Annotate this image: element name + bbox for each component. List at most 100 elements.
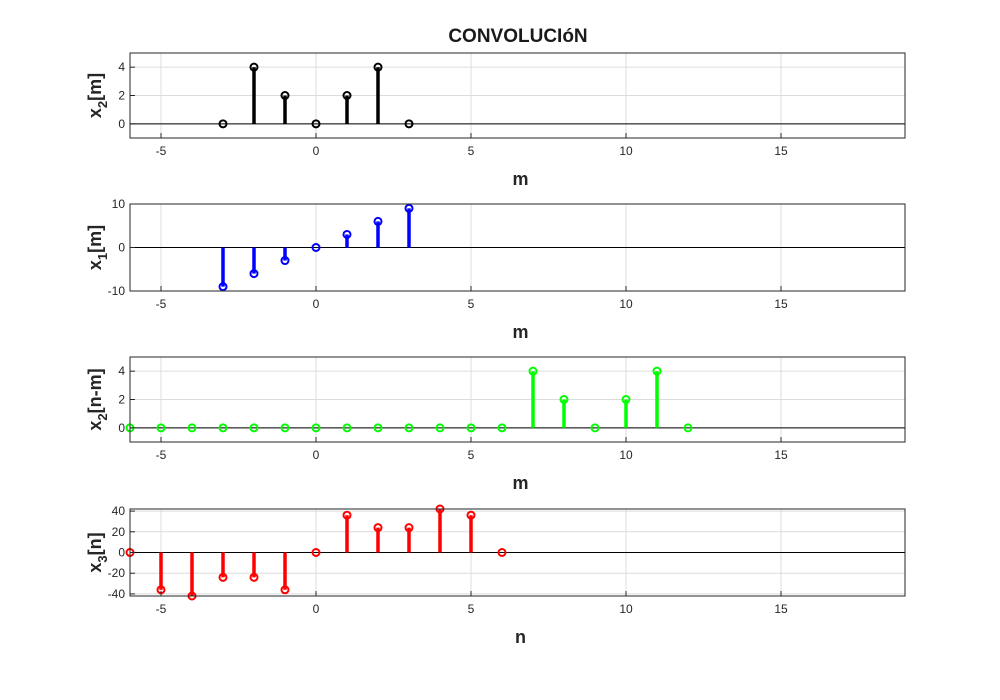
y-tick-label: -40 [108, 587, 126, 601]
y-label-subscript: 2 [95, 413, 110, 420]
y-label-rest: [n-m] [85, 368, 105, 413]
stem-marker [404, 203, 414, 213]
y-tick-label: 4 [118, 60, 125, 74]
y-label-base: x [85, 563, 105, 573]
x-tick-label: 15 [774, 602, 788, 616]
y-axis-label: x1[m] [85, 225, 110, 270]
y-tick-label: 10 [112, 197, 126, 211]
x-tick-label: -5 [156, 448, 167, 462]
x-tick-label: -5 [156, 297, 167, 311]
y-tick-label: 0 [118, 546, 125, 560]
stem-marker [373, 423, 383, 433]
x-tick-label: 5 [468, 602, 475, 616]
stem-marker [280, 585, 290, 595]
stem-marker [652, 366, 662, 376]
stem-marker [218, 572, 228, 582]
stem-marker [528, 366, 538, 376]
x-tick-label: 15 [774, 448, 788, 462]
y-tick-label: 0 [118, 421, 125, 435]
x-tick-label: 10 [619, 297, 633, 311]
x-tick-label: 5 [468, 144, 475, 158]
y-tick-label: 0 [118, 241, 125, 255]
y-tick-label: 0 [118, 117, 125, 131]
figure-title: CONVOLUCIóN [448, 26, 587, 47]
stem-marker [311, 423, 321, 433]
stem-marker [466, 423, 476, 433]
x-tick-label: 0 [313, 602, 320, 616]
stem-marker [342, 229, 352, 239]
x-tick-label: 0 [313, 297, 320, 311]
stem-marker [280, 91, 290, 100]
y-axis-label: x2[n-m] [85, 368, 110, 430]
stem-marker [683, 423, 693, 433]
x-tick-label: 0 [313, 448, 320, 462]
subplot-2: -5 0 5 10 15 -10 0 10 m x1[m] [85, 197, 906, 342]
stem-marker [249, 423, 259, 433]
y-tick-label: 40 [112, 504, 126, 518]
y-label-base: x [85, 260, 105, 270]
stem-marker [280, 256, 290, 266]
x-tick-label: 15 [774, 297, 788, 311]
stem-marker [435, 423, 445, 433]
y-label-rest: [m] [85, 73, 105, 101]
stem-marker [218, 282, 228, 292]
stem-marker [466, 510, 476, 520]
y-tick-label: 2 [118, 89, 125, 103]
stem-marker [373, 62, 383, 72]
y-label-base: x [85, 108, 105, 118]
y-axis-label: x2[m] [85, 73, 110, 118]
stem-marker [311, 243, 321, 252]
stem-marker [342, 91, 352, 100]
stem-marker [280, 423, 290, 433]
x-tick-label: 10 [619, 144, 633, 158]
y-label-subscript: 1 [95, 253, 110, 260]
x-tick-label: -5 [156, 602, 167, 616]
x-axis-label: n [515, 627, 526, 647]
x-tick-label: 10 [619, 448, 633, 462]
y-label-base: x [85, 421, 105, 431]
y-tick-label: 20 [112, 525, 126, 539]
y-tick-label: 4 [118, 364, 125, 378]
y-tick-label: -20 [108, 566, 126, 580]
y-label-rest: [n] [85, 532, 105, 555]
stem-marker [404, 119, 414, 129]
y-label-subscript: 2 [95, 101, 110, 108]
stem-marker [311, 119, 321, 129]
y-tick-label: -10 [108, 284, 126, 298]
stem-marker [249, 572, 259, 582]
stem-marker [342, 510, 352, 520]
stem-marker [621, 395, 631, 404]
stem-marker [373, 523, 383, 533]
x-axis-label: m [512, 322, 528, 342]
stem-marker [249, 269, 259, 279]
stem-marker [497, 548, 507, 557]
stem-marker [218, 423, 228, 433]
stem-marker [404, 423, 414, 433]
stem-marker [342, 423, 352, 433]
y-label-subscript: 3 [95, 555, 110, 562]
x-axis-label: m [512, 473, 528, 493]
stem-marker [187, 423, 197, 433]
x-tick-label: 10 [619, 602, 633, 616]
x-tick-label: 0 [313, 144, 320, 158]
stem-marker [218, 119, 228, 129]
x-tick-label: 5 [468, 297, 475, 311]
x-tick-label: 5 [468, 448, 475, 462]
stem-marker [590, 423, 600, 433]
stem-marker [373, 216, 383, 226]
y-axis-label: x3[n] [85, 532, 110, 572]
x-axis-label: m [512, 169, 528, 189]
stem-marker [311, 548, 321, 557]
subplot-4: -5 0 5 10 15 -40 -20 0 20 40 n x3[n] [85, 504, 906, 647]
stem-marker [559, 395, 569, 404]
stem-marker [249, 62, 259, 72]
x-tick-label: -5 [156, 144, 167, 158]
x-tick-label: 15 [774, 144, 788, 158]
stem-marker [156, 423, 166, 433]
stem-marker [497, 423, 507, 433]
y-tick-label: 2 [118, 393, 125, 407]
